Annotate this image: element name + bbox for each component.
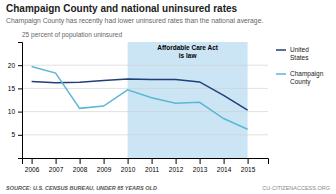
tick: 10 xyxy=(8,108,22,115)
grid-line xyxy=(22,134,268,135)
legend-entry: UnitedStates xyxy=(290,46,309,61)
tick: 2014 xyxy=(217,158,232,173)
tick: 2006 xyxy=(25,158,40,173)
tick-label: 15 xyxy=(8,85,16,92)
tick: 2012 xyxy=(169,158,184,173)
series-line xyxy=(32,67,248,130)
legend: UnitedStates ChampaignCounty xyxy=(276,46,324,86)
tick: 2007 xyxy=(49,158,64,173)
tick: 2008 xyxy=(73,158,88,173)
tick-mark xyxy=(18,112,22,113)
text-line: Champaign xyxy=(290,70,324,78)
tick-label: 2014 xyxy=(217,166,232,173)
tick: 20 xyxy=(8,62,22,69)
subtitle: Champaign County has recently had lower … xyxy=(6,17,263,25)
tick-label: 2007 xyxy=(49,166,64,173)
tick-label: 2009 xyxy=(97,166,112,173)
chart: Champaign County and national uninsured … xyxy=(0,0,336,194)
text-line: United xyxy=(290,46,309,53)
shaded-span xyxy=(128,42,248,158)
tick-mark xyxy=(18,88,22,89)
tick-mark xyxy=(128,158,129,164)
title: Champaign County and national uninsured … xyxy=(6,3,238,14)
tick: 2011 xyxy=(145,158,159,173)
legend-swatch xyxy=(276,73,286,75)
text-line: is law xyxy=(179,52,198,59)
tick-mark xyxy=(18,65,22,66)
tick-mark xyxy=(248,158,249,164)
credit: CU-CITIZENACCESS.ORG xyxy=(262,185,330,191)
axis-line xyxy=(23,159,269,165)
tick: 5 xyxy=(11,131,22,138)
tick-mark xyxy=(152,158,153,164)
series-line xyxy=(32,79,248,110)
grid-line xyxy=(22,111,268,112)
tick: 2009 xyxy=(97,158,112,173)
tick-mark xyxy=(104,158,105,164)
axis-line xyxy=(18,43,23,159)
source: SOURCE: U.S. CENSUS BUREAU, UNDER 65 YEA… xyxy=(6,185,157,191)
tick-label: 2011 xyxy=(145,166,159,173)
tick-label: 2006 xyxy=(25,166,40,173)
tick: 2013 xyxy=(193,158,208,173)
tick: 15 xyxy=(8,85,22,92)
text-line: States xyxy=(290,54,309,61)
tick-label: 2010 xyxy=(121,166,136,173)
tick-mark xyxy=(56,158,57,164)
tick-label: 2012 xyxy=(169,166,184,173)
text-line: Affordable Care Act xyxy=(157,44,219,51)
tick-mark xyxy=(224,158,225,164)
legend-entry: ChampaignCounty xyxy=(290,70,324,86)
tick-label: 2008 xyxy=(73,166,88,173)
plot-area xyxy=(22,42,268,158)
tick-mark xyxy=(176,158,177,164)
grid-line xyxy=(22,65,268,66)
y-axis-label: 25 percent of population uninsured xyxy=(22,31,122,39)
tick-label: 5 xyxy=(11,131,15,138)
annotation: Affordable Care Actis law xyxy=(157,44,219,59)
y-axis: 5 10 15 20 xyxy=(8,43,23,159)
grid xyxy=(22,65,268,135)
tick-label: 2015 xyxy=(241,166,256,173)
legend-swatch xyxy=(276,49,286,51)
tick-mark xyxy=(200,158,201,164)
x-axis: 2006 2007 2008 2009 2010 2011 2012 2013 2014 2015 xyxy=(23,158,269,173)
tick-label: 20 xyxy=(8,62,16,69)
tick: 2015 xyxy=(241,158,256,173)
tick-label: 10 xyxy=(8,108,16,115)
grid-line xyxy=(22,88,268,89)
tick-mark xyxy=(18,135,22,136)
tick-mark xyxy=(32,158,33,164)
tick-label: 2013 xyxy=(193,166,208,173)
tick-mark xyxy=(80,158,81,164)
tick: 2010 xyxy=(121,158,136,173)
text-line: County xyxy=(290,78,311,86)
